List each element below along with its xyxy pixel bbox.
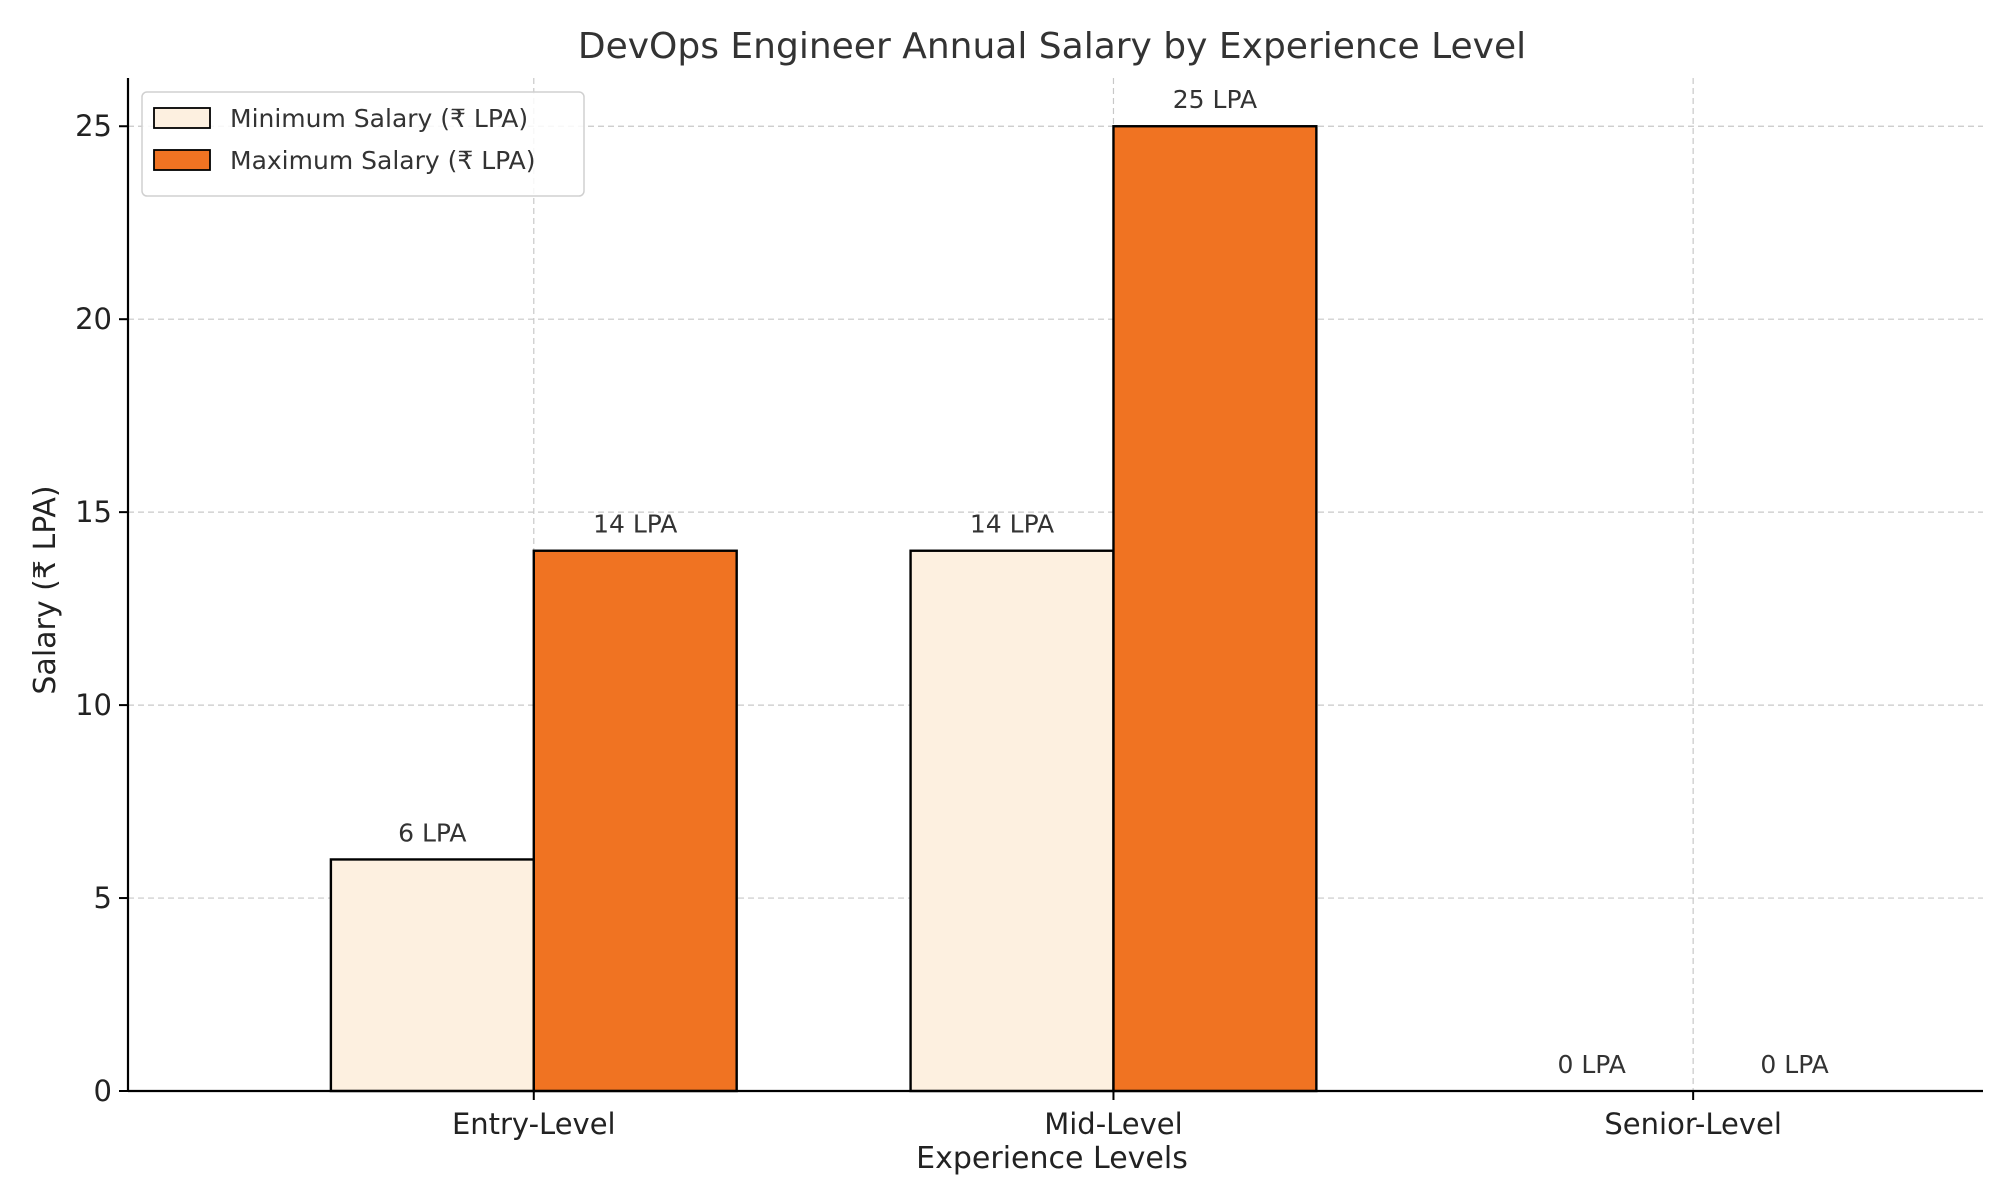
value-label: 14 LPA — [593, 510, 677, 539]
bar-minimum-salary-lpa-entry-level — [329, 858, 535, 1093]
value-labels: 6 LPA 14 LPA 0 LPA 14 LPA 25 LPA 0 LPA — [398, 85, 1829, 1079]
value-label: 14 LPA — [970, 510, 1054, 539]
bar-maximum-salary-lpa-mid-level — [1112, 125, 1318, 1093]
value-label: 0 LPA — [1760, 1050, 1828, 1079]
tick-labels: 0 5 10 15 20 25 Entry-Level Mid-Level Senior-Lev… — [75, 109, 1782, 1141]
x-axis-label: Experience Levels — [916, 1141, 1188, 1176]
axes — [119, 78, 1983, 1100]
bars — [329, 125, 1318, 1093]
legend-entry: Maximum Salary (₹ LPA) — [230, 146, 535, 175]
legend-swatch — [153, 107, 211, 129]
value-label: 0 LPA — [1558, 1050, 1626, 1079]
y-tick-label: 10 — [75, 688, 112, 722]
bar-minimum-salary-lpa-mid-level — [909, 549, 1115, 1093]
y-tick-label: 20 — [75, 302, 112, 336]
legend: Minimum Salary (₹ LPA) Maximum Salary (₹ … — [141, 91, 585, 197]
chart-title: DevOps Engineer Annual Salary by Experie… — [578, 26, 1526, 67]
y-tick-label: 25 — [75, 109, 112, 143]
legend-swatch — [153, 149, 211, 171]
bar-maximum-salary-lpa-entry-level — [532, 549, 738, 1093]
legend-entry: Minimum Salary (₹ LPA) — [230, 104, 528, 133]
y-tick-label: 0 — [94, 1074, 112, 1108]
y-axis-label: Salary (₹ LPA) — [28, 485, 63, 694]
x-tick-label: Mid-Level — [1044, 1107, 1183, 1141]
y-tick-label: 15 — [75, 495, 112, 529]
x-tick-label: Senior-Level — [1604, 1107, 1782, 1141]
value-label: 25 LPA — [1173, 85, 1257, 114]
value-label: 6 LPA — [398, 818, 466, 847]
legend-box — [141, 91, 585, 197]
x-tick-label: Entry-Level — [452, 1107, 616, 1141]
y-tick-label: 5 — [94, 881, 112, 915]
